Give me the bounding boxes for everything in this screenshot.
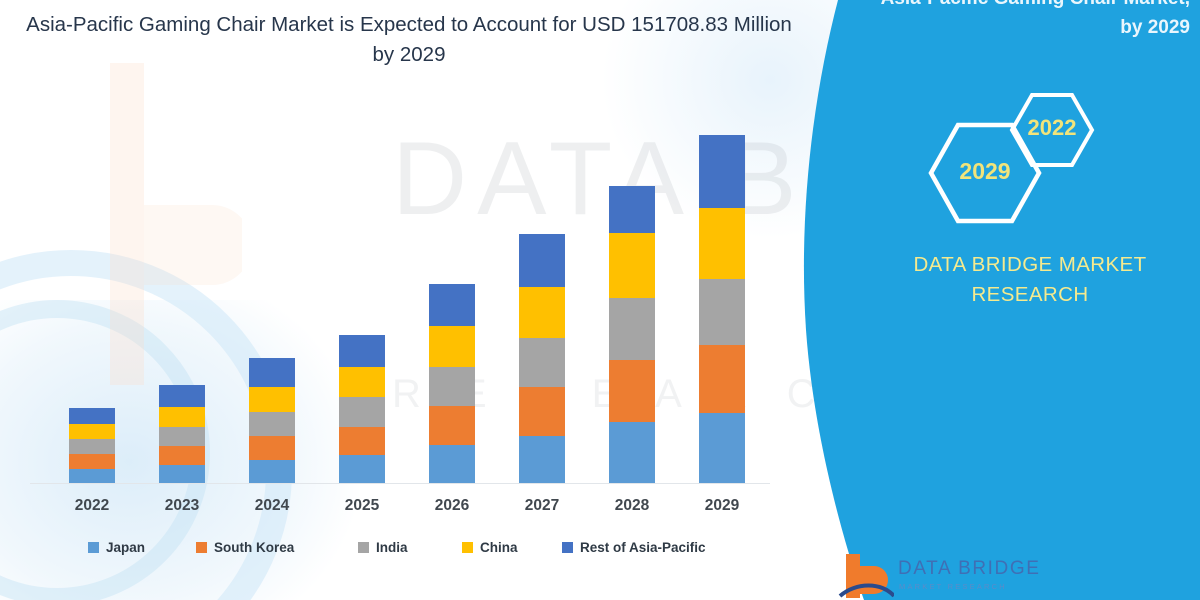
legend-swatch-icon — [196, 542, 207, 553]
legend-item-rest-of-asia-pacific[interactable]: Rest of Asia-Pacific — [562, 540, 706, 555]
panel-content: Asia-Pacific Gaming Chair Market, by 202… — [860, 0, 1200, 600]
bar-column-2023[interactable] — [159, 385, 205, 483]
logo-tagline: MARKET RESEARCH — [899, 582, 1007, 591]
bar-segment-china[interactable] — [699, 208, 745, 279]
hexagon-large-2029 — [928, 122, 1042, 224]
bar-column-2027[interactable] — [519, 234, 565, 483]
bar-column-2022[interactable] — [69, 408, 115, 483]
bar-segment-south-korea[interactable] — [159, 446, 205, 465]
bar-segment-india[interactable] — [159, 427, 205, 447]
bar-segment-india[interactable] — [249, 412, 295, 436]
legend-label: Japan — [106, 540, 146, 555]
legend-label: India — [376, 540, 408, 555]
legend-label: South Korea — [214, 540, 295, 555]
x-axis-label-2027: 2027 — [524, 497, 560, 514]
x-axis-label-2029: 2029 — [704, 497, 740, 514]
bar-segment-india[interactable] — [339, 397, 385, 427]
legend-swatch-icon — [462, 542, 473, 553]
bar-segment-rest-of-asia-pacific[interactable] — [699, 135, 745, 209]
chart-plot-area — [0, 96, 800, 488]
legend-swatch-icon — [562, 542, 573, 553]
x-axis-label-2023: 2023 — [164, 497, 200, 514]
x-axis-line — [30, 483, 770, 484]
bar-segment-china[interactable] — [159, 407, 205, 428]
legend-swatch-icon — [358, 542, 369, 553]
bar-segment-rest-of-asia-pacific[interactable] — [519, 234, 565, 287]
bar-segment-china[interactable] — [339, 366, 385, 398]
bar-segment-japan[interactable] — [69, 469, 115, 483]
panel-heading: Asia-Pacific Gaming Chair Market, by 202… — [881, 0, 1190, 38]
legend-swatch-icon — [88, 542, 99, 553]
hexagon-small-label: 2022 — [1027, 115, 1077, 140]
bar-segment-south-korea[interactable] — [69, 454, 115, 469]
bar-segment-japan[interactable] — [339, 455, 385, 483]
bar-segment-china[interactable] — [519, 286, 565, 338]
bar-segment-south-korea[interactable] — [429, 406, 475, 446]
legend-label: China — [480, 540, 518, 555]
bar-segment-china[interactable] — [609, 233, 655, 298]
bar-column-2026[interactable] — [429, 284, 475, 483]
legend-item-china[interactable]: China — [462, 540, 518, 555]
bar-segment-rest-of-asia-pacific[interactable] — [339, 335, 385, 367]
bar-segment-japan[interactable] — [159, 465, 205, 483]
bridge-logo-icon — [838, 554, 896, 598]
hexagon-small-2022 — [1009, 93, 1095, 167]
stacked-bar-group — [0, 96, 800, 484]
bar-column-2025[interactable] — [339, 335, 385, 483]
bar-segment-india[interactable] — [609, 298, 655, 360]
bar-segment-south-korea[interactable] — [609, 360, 655, 422]
legend-item-india[interactable]: India — [358, 540, 408, 555]
x-axis-label-2022: 2022 — [74, 497, 110, 514]
panel-brand-line-2: RESEARCH — [971, 283, 1089, 306]
page-title: Asia-Pacific Gaming Chair Market is Expe… — [26, 13, 792, 66]
hexagon-large-label: 2029 — [959, 158, 1011, 184]
bar-column-2024[interactable] — [249, 358, 295, 483]
bar-segment-china[interactable] — [249, 387, 295, 412]
data-bridge-logo: DATA BRIDGE MARKET RESEARCH — [838, 552, 1088, 600]
bar-segment-japan[interactable] — [609, 422, 655, 483]
bar-column-2029[interactable] — [699, 135, 745, 483]
x-axis-label-2025: 2025 — [344, 497, 380, 514]
bar-segment-rest-of-asia-pacific[interactable] — [609, 186, 655, 234]
bar-segment-china[interactable] — [429, 325, 475, 367]
x-axis-labels: 2022 2023 2024 2025 2026 2027 2028 2029 — [0, 497, 800, 521]
logo-name: DATA BRIDGE — [898, 558, 1041, 579]
bar-segment-rest-of-asia-pacific[interactable] — [249, 358, 295, 387]
panel-brand-line-1: DATA BRIDGE MARKET — [913, 253, 1147, 276]
x-axis-label-2028: 2028 — [614, 497, 650, 514]
bar-segment-rest-of-asia-pacific[interactable] — [429, 284, 475, 326]
x-axis-label-2026: 2026 — [434, 497, 470, 514]
x-axis-label-2024: 2024 — [254, 497, 290, 514]
legend-label: Rest of Asia-Pacific — [580, 540, 706, 555]
bar-segment-india[interactable] — [699, 279, 745, 345]
bar-segment-south-korea[interactable] — [339, 426, 385, 456]
legend-item-japan[interactable]: Japan — [88, 540, 145, 555]
bar-column-2028[interactable] — [609, 186, 655, 483]
hexagon-shapes — [928, 93, 1095, 224]
bar-segment-south-korea[interactable] — [519, 386, 565, 436]
bar-segment-rest-of-asia-pacific[interactable] — [69, 408, 115, 424]
panel-brand: DATA BRIDGE MARKET RESEARCH — [870, 250, 1190, 310]
bar-segment-japan[interactable] — [429, 445, 475, 483]
legend-item-south-korea[interactable]: South Korea — [196, 540, 294, 555]
bar-segment-india[interactable] — [69, 439, 115, 454]
bar-segment-japan[interactable] — [249, 460, 295, 483]
bar-segment-india[interactable] — [519, 337, 565, 387]
bar-segment-japan[interactable] — [699, 413, 745, 483]
bar-segment-south-korea[interactable] — [699, 345, 745, 413]
bar-segment-china[interactable] — [69, 424, 115, 439]
bar-segment-rest-of-asia-pacific[interactable] — [159, 385, 205, 408]
chart-legend: Japan South Korea India China Rest of Asia-P… — [0, 540, 800, 566]
bar-segment-india[interactable] — [429, 366, 475, 407]
bar-segment-japan[interactable] — [519, 435, 565, 483]
hexagon-group: 2022 2029 — [920, 85, 1200, 225]
bar-segment-south-korea[interactable] — [249, 436, 295, 460]
